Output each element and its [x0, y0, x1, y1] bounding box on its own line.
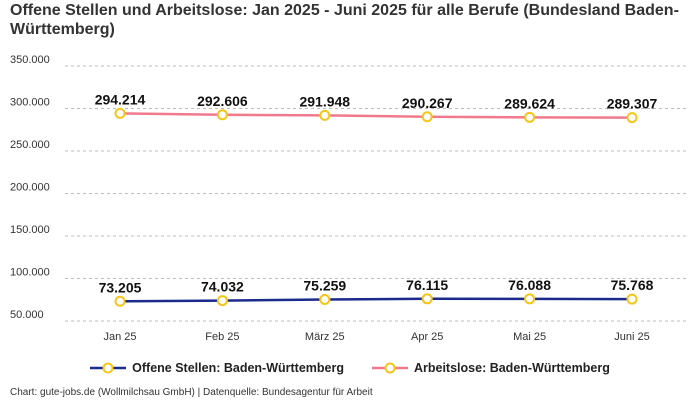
data-label: 75.768: [611, 277, 654, 293]
data-label: 76.088: [508, 277, 551, 293]
data-point[interactable]: [626, 293, 638, 305]
data-point[interactable]: [114, 107, 126, 119]
legend-swatch-offene-stellen: [90, 362, 127, 374]
data-label: 294.214: [95, 91, 146, 107]
chart-title: Offene Stellen und Arbeitslose: Jan 2025…: [10, 2, 679, 38]
data-point[interactable]: [421, 111, 433, 123]
source-credit: Chart: gute-jobs.de (Wollmilchsau GmbH) …: [10, 387, 373, 398]
data-point[interactable]: [524, 111, 536, 123]
y-tick-label: 200.000: [10, 182, 50, 194]
x-tick-label: März 25: [305, 331, 345, 343]
legend-item-arbeitslose[interactable]: Arbeitslose: Baden-Württemberg: [371, 361, 610, 375]
x-tick-label: Jan 25: [103, 331, 136, 343]
y-tick-label: 150.000: [10, 224, 50, 236]
series-line-0[interactable]: [119, 297, 633, 303]
data-label: 76.115: [406, 277, 448, 293]
y-tick-label: 350.000: [10, 54, 50, 66]
data-label: 73.205: [99, 279, 142, 295]
data-point[interactable]: [216, 295, 228, 307]
legend-swatch-arbeitslose: [371, 362, 408, 374]
data-point[interactable]: [114, 295, 126, 307]
x-tick-label: Feb 25: [205, 331, 239, 343]
x-tick-label: Apr 25: [411, 331, 443, 343]
data-label: 292.606: [197, 93, 248, 109]
data-point[interactable]: [319, 109, 331, 121]
y-tick-label: 50.000: [10, 309, 44, 321]
data-label: 291.948: [299, 93, 350, 109]
legend-item-offene-stellen[interactable]: Offene Stellen: Baden-Württemberg: [90, 361, 344, 375]
y-tick-label: 250.000: [10, 139, 50, 151]
x-tick-label: Juni 25: [614, 331, 649, 343]
data-label: 289.307: [607, 96, 658, 112]
data-label: 75.259: [303, 278, 346, 294]
data-label: 290.267: [402, 95, 453, 111]
legend: Offene Stellen: Baden-Württemberg Arbeit…: [0, 361, 700, 375]
y-tick-label: 100.000: [10, 267, 50, 279]
data-label: 74.032: [201, 279, 244, 295]
line-chart: 50.000 100.000 150.000 200.000 250.000 300.00…: [10, 54, 688, 343]
data-point[interactable]: [421, 293, 433, 305]
data-point[interactable]: [524, 293, 536, 305]
data-point[interactable]: [216, 109, 228, 121]
data-label: 289.624: [504, 95, 555, 111]
data-point[interactable]: [319, 294, 331, 306]
data-point[interactable]: [626, 112, 638, 124]
legend-label-offene-stellen: Offene Stellen: Baden-Württemberg: [132, 361, 344, 375]
y-tick-label: 300.000: [10, 97, 50, 109]
series-line-1[interactable]: [119, 112, 633, 119]
legend-label-arbeitslose: Arbeitslose: Baden-Württemberg: [413, 361, 610, 375]
x-tick-label: Mai 25: [513, 331, 546, 343]
